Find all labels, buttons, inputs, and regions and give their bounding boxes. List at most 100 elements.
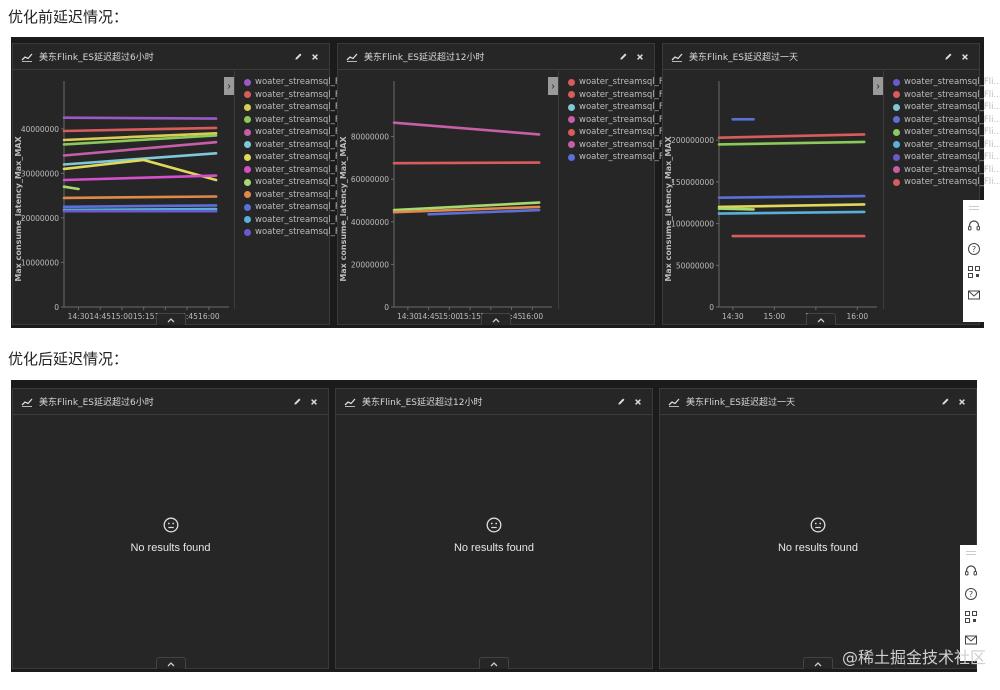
- headset-icon[interactable]: [967, 219, 981, 233]
- legend-item[interactable]: woater_streamsql_Fli...: [244, 89, 353, 102]
- legend-dot: [568, 103, 575, 111]
- legend-item[interactable]: woater_streamsql_Fli...: [244, 176, 353, 189]
- legend-item[interactable]: woater_streamsql_Fli...: [244, 139, 353, 152]
- legend-item[interactable]: woater_streamsql_Fli...: [244, 201, 353, 214]
- legend-dot: [568, 91, 575, 99]
- legend-item[interactable]: woater_streamsql_Fli...: [893, 101, 1000, 114]
- series-line: [62, 158, 218, 182]
- legend-item[interactable]: woater_streamsql_Fli...: [568, 89, 677, 102]
- legend-item[interactable]: woater_streamsql_Fli...: [893, 164, 1000, 177]
- legend-item[interactable]: woater_streamsql_Fli...: [244, 164, 353, 177]
- legend-dot: [244, 228, 251, 236]
- panel-header: 美东Flink_ES延迟超过6小时: [13, 389, 328, 415]
- legend-label: woater_streamsql_Fli...: [579, 127, 677, 138]
- pencil-icon[interactable]: [939, 396, 951, 408]
- help-icon[interactable]: ?: [964, 587, 978, 601]
- close-icon[interactable]: [309, 51, 321, 63]
- legend-label: woater_streamsql_Fli...: [255, 139, 353, 150]
- chevron-up-icon[interactable]: [156, 313, 186, 325]
- legend-toggle-button[interactable]: ›: [224, 77, 234, 95]
- series-line: [717, 140, 866, 146]
- series-line: [717, 194, 866, 199]
- x-tick-label: 15:00: [111, 312, 133, 321]
- series-line: [62, 126, 218, 133]
- legend-label: woater_streamsql_Fli...: [255, 202, 353, 213]
- panel-title: 美东Flink_ES延迟超过12小时: [362, 398, 483, 408]
- legend-toggle-button[interactable]: ›: [548, 77, 558, 95]
- legend-toggle-button[interactable]: ›: [873, 77, 883, 95]
- legend-item[interactable]: woater_streamsql_Fli...: [244, 101, 353, 114]
- chevron-up-icon[interactable]: [155, 657, 186, 669]
- close-icon[interactable]: [632, 396, 644, 408]
- legend-label: woater_streamsql_Fli...: [255, 77, 353, 88]
- legend-item[interactable]: woater_streamsql_Fli...: [893, 151, 1000, 164]
- legend-item[interactable]: woater_streamsql_Fli...: [568, 139, 677, 152]
- series-line: [427, 208, 541, 216]
- legend-dot: [244, 78, 251, 86]
- legend-item[interactable]: woater_streamsql_Fli...: [568, 76, 677, 89]
- pencil-icon[interactable]: [615, 396, 627, 408]
- pencil-icon[interactable]: [617, 51, 629, 63]
- panel-header: 美东Flink_ES延迟超过一天: [663, 44, 979, 70]
- line-chart-icon: [346, 53, 358, 62]
- legend-item[interactable]: woater_streamsql_Fli...: [244, 214, 353, 227]
- no-results: No results found: [13, 389, 328, 668]
- legend-item[interactable]: woater_streamsql_Fli...: [244, 114, 353, 127]
- legend-item[interactable]: woater_streamsql_Fli...: [893, 76, 1000, 89]
- legend-label: woater_streamsql_Fli...: [255, 227, 353, 238]
- legend-label: woater_streamsql_Fli...: [904, 177, 1000, 188]
- y-tick-label: 40000000: [21, 125, 59, 134]
- mail-icon[interactable]: [967, 288, 981, 302]
- close-icon[interactable]: [634, 51, 646, 63]
- close-icon[interactable]: [956, 396, 968, 408]
- watermark: @稀土掘金技术社区: [841, 648, 986, 667]
- legend-item[interactable]: woater_streamsql_Fli...: [568, 126, 677, 139]
- neutral-face-icon: [163, 517, 178, 533]
- legend-dot: [568, 116, 575, 124]
- qrcode-icon[interactable]: [967, 265, 981, 279]
- legend-item[interactable]: woater_streamsql_Fli...: [244, 226, 353, 239]
- legend-item[interactable]: woater_streamsql_Fli...: [244, 76, 353, 89]
- legend-item[interactable]: woater_streamsql_Fli...: [893, 114, 1000, 127]
- pencil-icon[interactable]: [292, 51, 304, 63]
- chevron-up-icon[interactable]: [481, 313, 511, 325]
- no-results-message: No results found: [777, 542, 859, 554]
- legend-item[interactable]: woater_streamsql_Fli...: [244, 151, 353, 164]
- close-icon[interactable]: [308, 396, 320, 408]
- series-line: [717, 210, 866, 215]
- legend-item[interactable]: woater_streamsql_Fli...: [244, 126, 353, 139]
- legend-label: woater_streamsql_Fli...: [904, 127, 1000, 138]
- close-icon[interactable]: [959, 51, 971, 63]
- legend-dot: [568, 128, 575, 136]
- chevron-up-icon[interactable]: [479, 657, 509, 669]
- no-results: No results found: [660, 389, 976, 668]
- y-tick-label: 0: [54, 303, 59, 312]
- grip-handle[interactable]: [969, 206, 979, 210]
- series-line: [62, 134, 218, 146]
- legend-item[interactable]: woater_streamsql_Fli...: [893, 126, 1000, 139]
- series-line: [62, 152, 218, 166]
- legend-item[interactable]: woater_streamsql_Fli...: [893, 176, 1000, 189]
- line-chart-icon: [668, 398, 680, 407]
- grip-handle[interactable]: [966, 551, 976, 555]
- line-chart-icon: [21, 398, 33, 407]
- headset-icon[interactable]: [964, 564, 978, 578]
- x-tick-label: 15:45: [176, 312, 198, 321]
- series-line: [62, 131, 218, 142]
- pencil-icon[interactable]: [291, 396, 303, 408]
- chevron-up-icon[interactable]: [803, 657, 833, 669]
- legend-item[interactable]: woater_streamsql_Fli...: [893, 139, 1000, 152]
- legend-dot: [568, 78, 575, 86]
- chevron-up-icon[interactable]: [806, 313, 836, 325]
- legend-item[interactable]: woater_streamsql_Fli...: [568, 101, 677, 114]
- series-line: [62, 204, 218, 209]
- legend-dot: [893, 153, 900, 161]
- pencil-icon[interactable]: [942, 51, 954, 63]
- qrcode-icon[interactable]: [964, 610, 978, 624]
- legend-item[interactable]: woater_streamsql_Fli...: [893, 89, 1000, 102]
- help-icon[interactable]: ?: [967, 242, 981, 256]
- legend-item[interactable]: woater_streamsql_Fli...: [568, 151, 677, 164]
- legend-item[interactable]: woater_streamsql_Fli...: [568, 114, 677, 127]
- legend-item[interactable]: woater_streamsql_Fli...: [244, 189, 353, 202]
- mail-icon[interactable]: [964, 633, 978, 647]
